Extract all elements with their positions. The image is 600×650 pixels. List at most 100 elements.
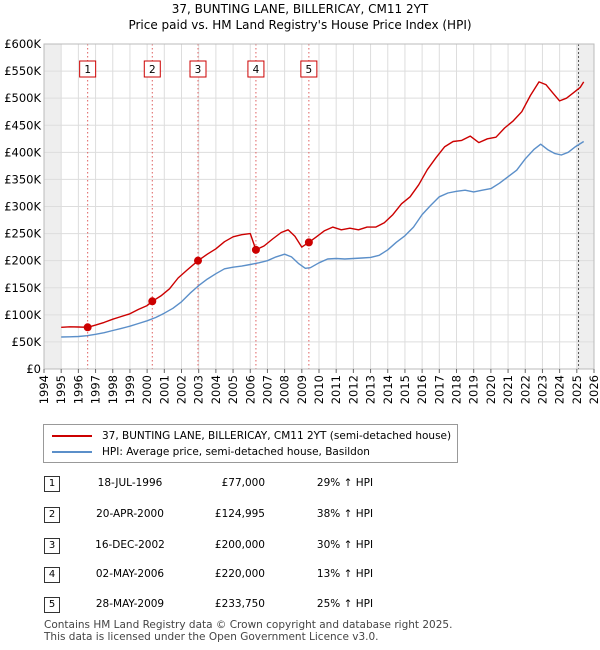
sale-date: 16-DEC-2002 (95, 539, 165, 551)
sale-hpi-diff: 38% ↑ HPI (316, 508, 374, 520)
sale-number-badge: 4 (44, 567, 60, 583)
x-tick-label: 2020 (484, 375, 498, 404)
sale-date: 28-MAY-2009 (95, 598, 165, 610)
sale-2-label: 2 (149, 64, 156, 76)
x-tick-label: 2018 (450, 375, 464, 404)
x-tick-label: 2000 (140, 375, 154, 404)
x-tick-label: 2021 (501, 375, 515, 404)
x-tick-label: 2009 (295, 375, 309, 404)
footer-copyright: Contains HM Land Registry data © Crown c… (44, 619, 453, 631)
x-tick-label: 1997 (89, 375, 103, 404)
x-tick-label: 2010 (312, 375, 326, 404)
sale-1-label: 1 (84, 64, 91, 76)
sale-3-point (194, 256, 202, 265)
x-tick-label: 2022 (518, 375, 532, 404)
sale-price: £77,000 (221, 477, 265, 489)
y-tick-label: £550K (4, 64, 41, 78)
x-tick-label: 2007 (260, 375, 274, 404)
x-tick-label: 2023 (535, 375, 549, 404)
y-tick-label: £250K (4, 227, 41, 241)
legend-label-property: 37, BUNTING LANE, BILLERICAY, CM11 2YT (… (102, 430, 452, 442)
sale-price: £200,000 (214, 539, 265, 551)
sale-3-label: 3 (195, 64, 202, 76)
sale-price: £124,995 (214, 508, 265, 520)
x-tick-label: 1998 (106, 375, 120, 404)
x-tick-label: 1994 (37, 375, 51, 404)
chart-title-line-1: 37, BUNTING LANE, BILLERICAY, CM11 2YT (171, 2, 429, 16)
sale-number-badge: 2 (44, 507, 60, 523)
footer-licence: This data is licensed under the Open Gov… (44, 631, 379, 643)
y-tick-label: £350K (4, 172, 41, 186)
x-tick-label: 2024 (553, 375, 567, 404)
x-tick-label: 2004 (209, 375, 223, 404)
sale-price: £233,750 (214, 598, 265, 610)
y-tick-label: £300K (4, 200, 41, 214)
x-tick-label: 2005 (226, 375, 240, 404)
chart-title-line-2: Price paid vs. HM Land Registry's House … (128, 18, 472, 32)
y-tick-label: £0 (26, 362, 41, 376)
sale-hpi-diff: 13% ↑ HPI (316, 568, 374, 580)
sale-hpi-diff: 25% ↑ HPI (316, 598, 374, 610)
sale-5-label: 5 (306, 64, 313, 76)
sale-hpi-diff: 30% ↑ HPI (316, 539, 374, 551)
x-tick-label: 2002 (175, 375, 189, 404)
x-tick-label: 2019 (467, 375, 481, 404)
sale-4-label-box (247, 60, 265, 78)
y-tick-label: £400K (4, 145, 41, 159)
x-tick-label: 2016 (415, 375, 429, 404)
sale-number-badge: 1 (44, 476, 60, 492)
y-tick-label: £200K (4, 254, 41, 268)
x-tick-label: 2011 (329, 375, 343, 404)
x-tick-label: 1999 (123, 375, 137, 404)
x-tick-label: 2015 (398, 375, 412, 404)
x-tick-label: 2001 (157, 375, 171, 404)
x-tick-label: 2026 (587, 375, 600, 404)
table-row: 3 16-DEC-2002 £200,000 30% ↑ HPI (0, 537, 600, 557)
y-tick-label: £500K (4, 91, 41, 105)
sale-number-badge: 5 (44, 597, 60, 613)
sale-date: 20-APR-2000 (96, 508, 164, 520)
x-tick-label: 2012 (346, 375, 360, 404)
sale-number-badge: 3 (44, 538, 60, 554)
y-tick-label: £450K (4, 118, 41, 132)
sale-4-label: 4 (253, 64, 260, 76)
sale-labels: 1 2 3 4 5 (79, 60, 318, 78)
sale-5-label-box (300, 60, 318, 78)
x-tick-label: 2008 (278, 375, 292, 404)
x-tick-label: 2003 (192, 375, 206, 404)
x-tick-label: 2014 (381, 375, 395, 404)
y-tick-label: £50K (12, 335, 42, 349)
series-hpi-line (61, 140, 585, 338)
sale-2-point (148, 297, 157, 306)
legend: 37, BUNTING LANE, BILLERICAY, CM11 2YT (… (43, 424, 458, 463)
sale-hpi-diff: 29% ↑ HPI (316, 477, 374, 489)
y-tick-label: £600K (4, 37, 41, 51)
legend-swatch-property (52, 435, 92, 437)
sale-1-point (83, 323, 92, 332)
x-tick-label: 2017 (432, 375, 446, 404)
sale-2-label-box (143, 60, 161, 78)
sale-date: 18-JUL-1996 (97, 477, 163, 489)
x-axis-ticks: 1994 1995 1996 1997 1998 1999 2000 2001 2002 2003… (37, 369, 600, 404)
legend-item-property: 37, BUNTING LANE, BILLERICAY, CM11 2YT (… (52, 429, 451, 443)
sale-4-point (251, 245, 260, 254)
x-tick-label: 2013 (364, 375, 378, 404)
y-tick-label: £100K (4, 308, 41, 322)
x-tick-label: 1996 (71, 375, 85, 404)
x-tick-label: 2006 (243, 375, 257, 404)
table-row: 1 18-JUL-1996 £77,000 29% ↑ HPI (0, 475, 600, 495)
sale-3-label-box (189, 60, 207, 78)
price-chart: 1 2 3 4 5 £0 £50K £100K £150K £200K £250K £300K £35… (4, 37, 600, 404)
sale-price: £220,000 (214, 568, 265, 580)
x-tick-label: 1995 (54, 375, 68, 404)
table-row: 2 20-APR-2000 £124,995 38% ↑ HPI (0, 506, 600, 526)
legend-swatch-hpi (52, 451, 92, 453)
table-row: 5 28-MAY-2009 £233,750 25% ↑ HPI (0, 596, 600, 616)
y-tick-label: £150K (4, 281, 41, 295)
sale-points (83, 238, 313, 332)
legend-label-hpi: HPI: Average price, semi-detached house,… (102, 446, 370, 458)
sale-date: 02-MAY-2006 (95, 568, 165, 580)
sale-5-point (304, 238, 313, 247)
legend-item-hpi: HPI: Average price, semi-detached house,… (52, 445, 370, 459)
y-axis-ticks: £0 £50K £100K £150K £200K £250K £300K £350K £400… (4, 37, 41, 376)
